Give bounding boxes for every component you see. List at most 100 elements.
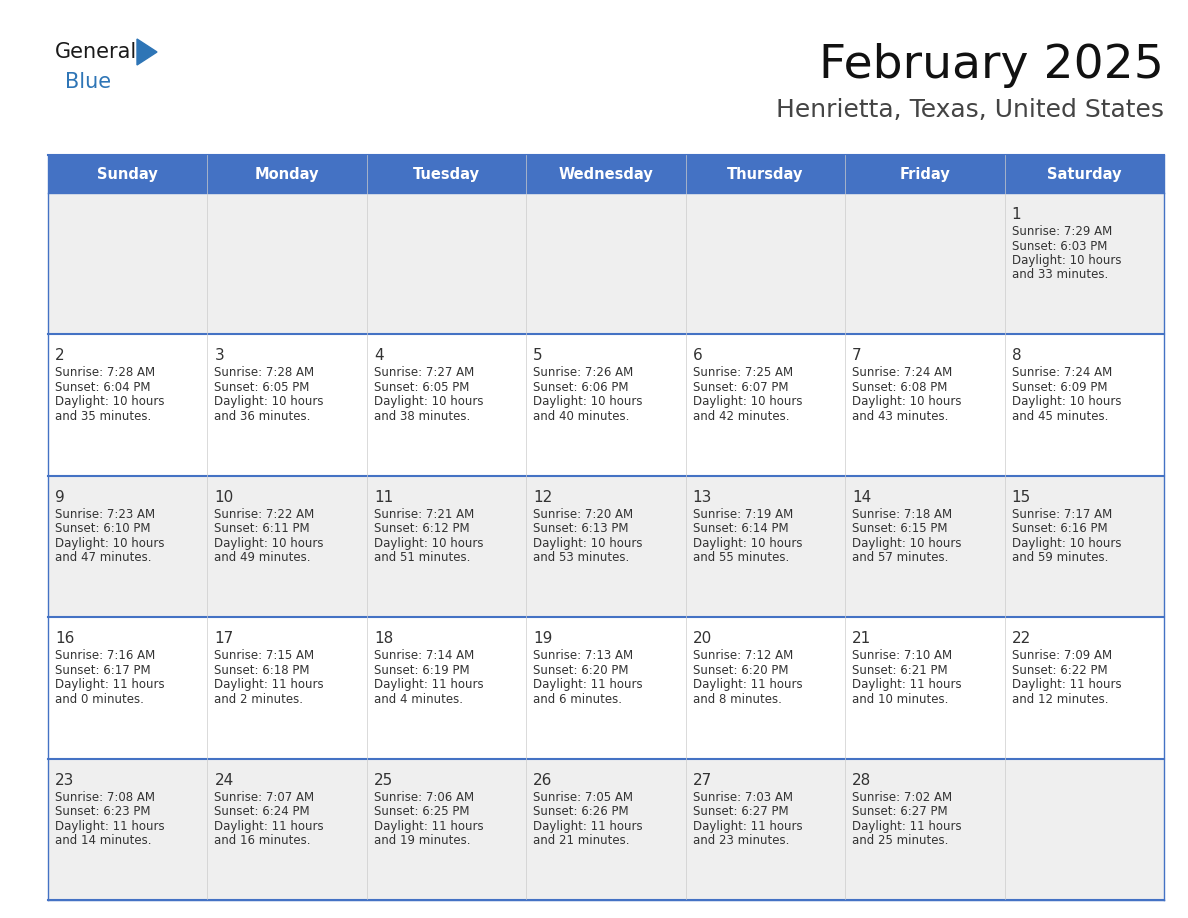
Bar [48,155,1164,193]
Bar [48,334,1164,476]
Text: Sunset: 6:20 PM: Sunset: 6:20 PM [533,664,628,677]
Text: Daylight: 11 hours: Daylight: 11 hours [533,678,643,691]
Text: Sunrise: 7:28 AM: Sunrise: 7:28 AM [55,366,156,379]
Text: Friday: Friday [899,166,950,182]
Text: Sunrise: 7:12 AM: Sunrise: 7:12 AM [693,649,792,662]
Text: Daylight: 10 hours: Daylight: 10 hours [214,396,324,409]
Text: Sunrise: 7:28 AM: Sunrise: 7:28 AM [214,366,315,379]
Text: Sunrise: 7:08 AM: Sunrise: 7:08 AM [55,790,154,803]
Text: and 57 minutes.: and 57 minutes. [852,552,948,565]
Text: Sunset: 6:12 PM: Sunset: 6:12 PM [374,522,469,535]
Text: Sunset: 6:14 PM: Sunset: 6:14 PM [693,522,789,535]
Text: Sunrise: 7:19 AM: Sunrise: 7:19 AM [693,508,792,521]
Text: 3: 3 [214,349,225,364]
Text: Daylight: 10 hours: Daylight: 10 hours [1011,396,1121,409]
Text: and 53 minutes.: and 53 minutes. [533,552,630,565]
Text: and 35 minutes.: and 35 minutes. [55,410,151,423]
Text: and 49 minutes.: and 49 minutes. [214,552,311,565]
Text: and 19 minutes.: and 19 minutes. [374,834,470,847]
Text: Sunset: 6:15 PM: Sunset: 6:15 PM [852,522,948,535]
Text: Sunrise: 7:23 AM: Sunrise: 7:23 AM [55,508,156,521]
Text: and 40 minutes.: and 40 minutes. [533,410,630,423]
Text: Daylight: 10 hours: Daylight: 10 hours [693,396,802,409]
Text: Sunrise: 7:29 AM: Sunrise: 7:29 AM [1011,225,1112,238]
Text: and 36 minutes.: and 36 minutes. [214,410,311,423]
Text: Daylight: 11 hours: Daylight: 11 hours [214,820,324,833]
Text: and 55 minutes.: and 55 minutes. [693,552,789,565]
Text: and 10 minutes.: and 10 minutes. [852,693,948,706]
Text: Sunset: 6:21 PM: Sunset: 6:21 PM [852,664,948,677]
Text: Daylight: 11 hours: Daylight: 11 hours [55,820,165,833]
Text: Daylight: 11 hours: Daylight: 11 hours [852,820,962,833]
Text: General: General [55,42,138,62]
Text: 20: 20 [693,632,712,646]
Text: 17: 17 [214,632,234,646]
Text: Saturday: Saturday [1047,166,1121,182]
Text: Sunset: 6:27 PM: Sunset: 6:27 PM [852,805,948,818]
Text: Sunset: 6:23 PM: Sunset: 6:23 PM [55,805,151,818]
Text: 23: 23 [55,773,75,788]
Text: Sunset: 6:03 PM: Sunset: 6:03 PM [1011,240,1107,252]
Text: and 6 minutes.: and 6 minutes. [533,693,623,706]
Text: Sunset: 6:05 PM: Sunset: 6:05 PM [374,381,469,394]
Text: Henrietta, Texas, United States: Henrietta, Texas, United States [776,98,1164,122]
Text: Sunset: 6:20 PM: Sunset: 6:20 PM [693,664,788,677]
Text: Daylight: 11 hours: Daylight: 11 hours [374,820,484,833]
Text: and 38 minutes.: and 38 minutes. [374,410,470,423]
Text: Daylight: 10 hours: Daylight: 10 hours [852,537,961,550]
Text: Sunset: 6:10 PM: Sunset: 6:10 PM [55,522,151,535]
Text: 9: 9 [55,490,65,505]
Text: 22: 22 [1011,632,1031,646]
Text: Sunset: 6:16 PM: Sunset: 6:16 PM [1011,522,1107,535]
Text: Sunset: 6:22 PM: Sunset: 6:22 PM [1011,664,1107,677]
Text: Sunset: 6:24 PM: Sunset: 6:24 PM [214,805,310,818]
Text: Sunset: 6:05 PM: Sunset: 6:05 PM [214,381,310,394]
Bar [48,193,1164,334]
Text: Sunrise: 7:27 AM: Sunrise: 7:27 AM [374,366,474,379]
Text: Sunrise: 7:10 AM: Sunrise: 7:10 AM [852,649,953,662]
Text: Sunrise: 7:22 AM: Sunrise: 7:22 AM [214,508,315,521]
Text: Sunrise: 7:25 AM: Sunrise: 7:25 AM [693,366,792,379]
Text: and 21 minutes.: and 21 minutes. [533,834,630,847]
Bar [48,476,1164,617]
Text: 18: 18 [374,632,393,646]
Text: Daylight: 10 hours: Daylight: 10 hours [533,396,643,409]
Text: Tuesday: Tuesday [413,166,480,182]
Text: 15: 15 [1011,490,1031,505]
Text: 13: 13 [693,490,712,505]
Text: and 51 minutes.: and 51 minutes. [374,552,470,565]
Text: and 47 minutes.: and 47 minutes. [55,552,152,565]
Text: Sunday: Sunday [97,166,158,182]
Text: 1: 1 [1011,207,1022,222]
Text: and 25 minutes.: and 25 minutes. [852,834,948,847]
Text: Sunrise: 7:09 AM: Sunrise: 7:09 AM [1011,649,1112,662]
Text: Sunrise: 7:21 AM: Sunrise: 7:21 AM [374,508,474,521]
Text: Sunset: 6:04 PM: Sunset: 6:04 PM [55,381,151,394]
Text: Sunrise: 7:05 AM: Sunrise: 7:05 AM [533,790,633,803]
Text: Sunrise: 7:14 AM: Sunrise: 7:14 AM [374,649,474,662]
Text: Daylight: 11 hours: Daylight: 11 hours [374,678,484,691]
Text: 7: 7 [852,349,861,364]
Text: Sunset: 6:27 PM: Sunset: 6:27 PM [693,805,789,818]
Text: Sunrise: 7:18 AM: Sunrise: 7:18 AM [852,508,953,521]
Text: Sunset: 6:26 PM: Sunset: 6:26 PM [533,805,628,818]
Text: Sunset: 6:17 PM: Sunset: 6:17 PM [55,664,151,677]
Text: Daylight: 10 hours: Daylight: 10 hours [374,537,484,550]
Text: 6: 6 [693,349,702,364]
Text: Daylight: 11 hours: Daylight: 11 hours [1011,678,1121,691]
Text: and 33 minutes.: and 33 minutes. [1011,268,1108,282]
Text: Daylight: 10 hours: Daylight: 10 hours [55,537,164,550]
Text: Sunset: 6:19 PM: Sunset: 6:19 PM [374,664,469,677]
Text: Sunset: 6:07 PM: Sunset: 6:07 PM [693,381,788,394]
Text: and 2 minutes.: and 2 minutes. [214,693,303,706]
Text: 4: 4 [374,349,384,364]
Text: Thursday: Thursday [727,166,803,182]
Text: 2: 2 [55,349,64,364]
Text: Daylight: 10 hours: Daylight: 10 hours [533,537,643,550]
Text: and 23 minutes.: and 23 minutes. [693,834,789,847]
Bar [48,758,1164,900]
Text: and 59 minutes.: and 59 minutes. [1011,552,1108,565]
Text: Sunrise: 7:24 AM: Sunrise: 7:24 AM [1011,366,1112,379]
Text: 10: 10 [214,490,234,505]
Text: 27: 27 [693,773,712,788]
